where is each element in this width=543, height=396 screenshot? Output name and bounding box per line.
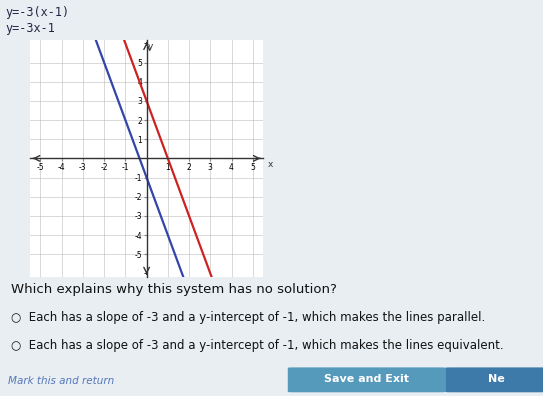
Text: y=-3(x-1): y=-3(x-1) <box>5 6 70 19</box>
Text: ○  Each has a slope of -3 and a y-intercept of -1, which makes the lines equival: ○ Each has a slope of -3 and a y-interce… <box>11 339 503 352</box>
Text: y=-3x-1: y=-3x-1 <box>5 22 55 35</box>
Text: Save and Exit: Save and Exit <box>324 374 409 384</box>
Text: Which explains why this system has no solution?: Which explains why this system has no so… <box>11 283 337 296</box>
Text: ○  Each has a slope of -3 and a y-intercept of -1, which makes the lines paralle: ○ Each has a slope of -3 and a y-interce… <box>11 311 485 324</box>
Text: Mark this and return: Mark this and return <box>8 376 115 386</box>
Text: x: x <box>268 160 273 169</box>
Text: Ne: Ne <box>489 374 505 384</box>
FancyBboxPatch shape <box>445 367 543 392</box>
Text: y: y <box>148 42 154 51</box>
FancyBboxPatch shape <box>288 367 445 392</box>
